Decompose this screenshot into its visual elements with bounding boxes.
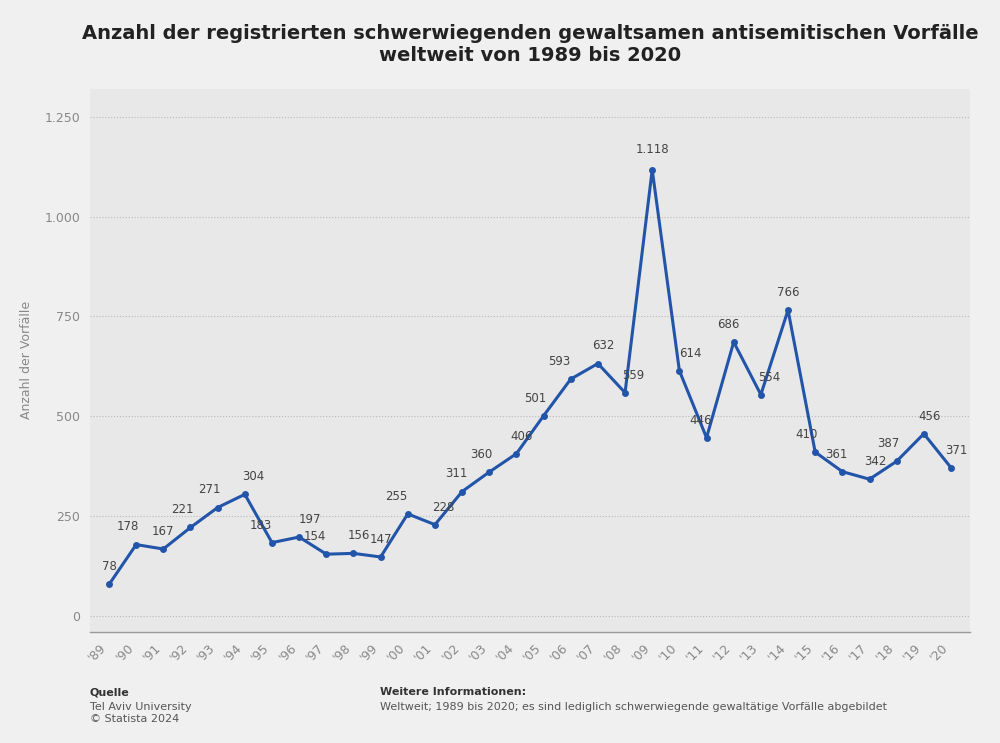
Text: 311: 311	[445, 467, 468, 481]
Text: Weitere Informationen:: Weitere Informationen:	[380, 687, 526, 697]
Text: 183: 183	[250, 519, 272, 531]
Text: 686: 686	[717, 318, 739, 331]
Text: 559: 559	[622, 369, 645, 382]
Text: 78: 78	[102, 560, 116, 574]
Title: Anzahl der registrierten schwerwiegenden gewaltsamen antisemitischen Vorfälle
we: Anzahl der registrierten schwerwiegenden…	[82, 25, 978, 65]
Text: 410: 410	[796, 428, 818, 441]
Y-axis label: Anzahl der Vorfälle: Anzahl der Vorfälle	[20, 302, 33, 419]
Text: Tel Aviv University
© Statista 2024: Tel Aviv University © Statista 2024	[90, 702, 192, 724]
Text: 387: 387	[877, 437, 899, 450]
Text: 371: 371	[945, 444, 968, 456]
Text: Quelle: Quelle	[90, 687, 130, 697]
Text: 342: 342	[864, 455, 886, 468]
Text: 446: 446	[690, 414, 712, 426]
Text: 1.118: 1.118	[635, 143, 669, 156]
Text: 406: 406	[511, 429, 533, 443]
Text: 228: 228	[432, 501, 454, 513]
Text: 554: 554	[758, 371, 780, 383]
Text: Weltweit; 1989 bis 2020; es sind lediglich schwerwiegende gewaltätige Vorfälle a: Weltweit; 1989 bis 2020; es sind ledigli…	[380, 702, 887, 712]
Text: 271: 271	[198, 484, 221, 496]
Text: 221: 221	[171, 503, 193, 516]
Text: 360: 360	[470, 448, 492, 461]
Text: 147: 147	[369, 533, 392, 546]
Text: 361: 361	[826, 447, 848, 461]
Text: 255: 255	[386, 490, 408, 503]
Text: 766: 766	[777, 286, 799, 299]
Text: 154: 154	[304, 530, 326, 543]
Text: 197: 197	[299, 513, 321, 526]
Text: 456: 456	[918, 409, 941, 423]
Text: 156: 156	[348, 529, 370, 542]
Text: 593: 593	[549, 355, 571, 368]
Text: 501: 501	[524, 392, 546, 405]
Text: 632: 632	[592, 340, 615, 352]
Text: 178: 178	[117, 521, 139, 533]
Text: 167: 167	[152, 525, 175, 538]
Text: 304: 304	[242, 470, 264, 483]
Text: 614: 614	[679, 347, 702, 360]
